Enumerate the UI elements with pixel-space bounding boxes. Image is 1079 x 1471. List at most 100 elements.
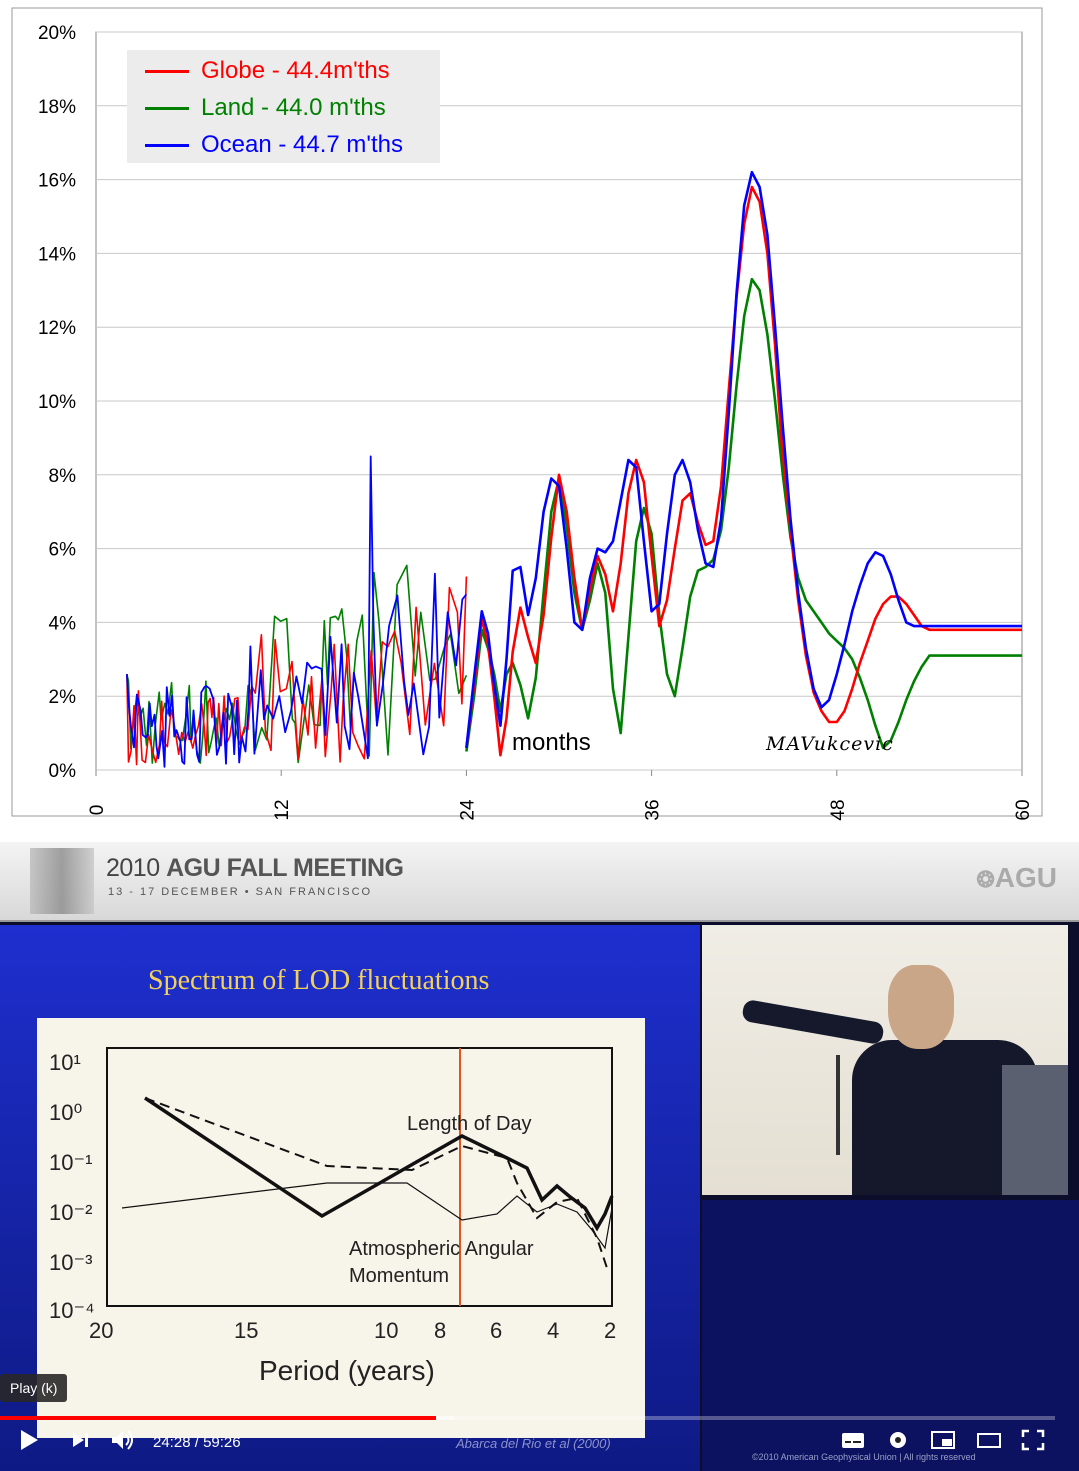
lod-annotation: Length of Day [407,1113,532,1135]
y-tick-label: 6% [49,540,77,561]
divider [0,826,1079,842]
settings-icon [890,1432,906,1448]
lod-ytick-label: 10¹ [49,1050,81,1075]
y-tick-label: 20% [38,23,76,44]
video-player[interactable]: 2010 AGU FALL MEETING 13 - 17 DECEMBER •… [0,842,1079,1471]
legend-swatch-ocean [145,143,189,147]
settings-button[interactable] [886,1428,910,1460]
y-tick-label: 2% [49,687,77,708]
legend-swatch-land [145,106,189,110]
legend-item-ocean: Ocean - 44.7 m'ths [145,130,403,160]
x-tick-label: 0 [87,805,108,816]
fullscreen-icon [1021,1429,1045,1451]
play-button[interactable] [18,1428,40,1460]
lod-xtick-label: 2 [604,1318,616,1343]
banner-subtitle: 13 - 17 DECEMBER • SAN FRANCISCO [108,886,373,898]
series-line [465,277,1022,752]
series-lines [465,170,1022,757]
next-icon [73,1433,88,1447]
volume-icon [112,1430,133,1450]
lod-xtick-label: 20 [89,1318,113,1343]
x-tick-label: 12 [272,799,293,820]
y-tick-label: 18% [38,97,76,118]
speaker-head [888,965,954,1049]
x-tick-label: 36 [643,799,664,820]
y-tick-label: 10% [38,392,76,413]
banner-year: 2010 [106,854,160,882]
y-tick-label: 8% [49,466,77,487]
legend-label-land: Land - 44.0 m'ths [201,94,386,121]
grid-lines [96,31,1022,771]
slide-figure: 10¹ 10⁰ 10⁻¹ 10⁻² 10⁻³ 10⁻⁴ 20 15 10 8 6… [37,1018,645,1438]
lod-xtick-label: 6 [490,1318,502,1343]
copyright-text: ©2010 American Geophysical Union | All r… [752,1452,976,1462]
lod-ytick-label: 10⁻² [49,1200,92,1225]
lod-series-line [144,1096,614,1232]
slide-credit: Abarca del Rio et al (2000) [456,1436,611,1451]
banner-meeting-name: AGU FALL MEETING [166,854,404,882]
lod-xtick-label: 15 [234,1318,258,1343]
x-tick-label: 60 [1013,799,1034,820]
x-axis-label: months [512,729,591,756]
theater-icon [977,1433,1001,1448]
lod-xaxis-label: Period (years) [259,1355,435,1386]
x-tick-label: 48 [828,799,849,820]
x-tick-label: 24 [457,799,478,821]
noise-series-line [126,576,468,766]
x-tick-labels: 0 12 24 36 48 60 [87,770,1034,821]
podium [1002,1065,1068,1195]
y-tick-label: 14% [38,244,76,265]
legend-item-globe: Globe - 44.4m'ths [145,56,390,86]
lod-ytick-label: 10⁻⁴ [49,1298,95,1323]
agu-logo: ❂AGU [976,862,1057,894]
progress-played [0,1416,436,1420]
high-frequency-lines [126,455,468,768]
conference-logo-icon [30,848,94,914]
theater-button[interactable] [976,1428,1002,1460]
y-tick-label: 4% [49,613,77,634]
time-current: 24:28 [153,1434,191,1451]
y-tick-labels: 0% 2% 4% 6% 8% 10% 12% 14% 16% 18% 20% [38,23,76,782]
legend-swatch-globe [145,69,189,73]
author-signature: MAVukcevic [766,733,894,755]
miniplayer-icon [931,1431,955,1449]
slide-title: Spectrum of LOD fluctuations [148,965,490,996]
lod-xtick-label: 4 [547,1318,559,1343]
y-tick-label: 16% [38,171,76,192]
lod-dashed-line [144,1097,608,1269]
fullscreen-button[interactable] [1020,1428,1046,1460]
agu-logo-text: AGU [994,862,1057,893]
legend-item-land: Land - 44.0 m'ths [145,93,386,123]
microphone [836,1055,840,1155]
speaker-lower-pane: ©2010 American Geophysical Union | All r… [702,1200,1079,1471]
play-tooltip: Play (k) [0,1374,68,1402]
speaker-video [702,925,1068,1195]
lod-xtick-label: 10 [374,1318,398,1343]
time-display: 24:28 / 59:26 [153,1434,241,1451]
noise-series-line [126,455,468,768]
miniplayer-button[interactable] [930,1428,956,1460]
legend-label-globe: Globe - 44.4m'ths [201,57,390,84]
legend-label-ocean: Ocean - 44.7 m'ths [201,131,404,158]
banner-title: 2010 AGU FALL MEETING [106,854,404,883]
volume-button[interactable] [110,1428,138,1460]
aam-series-line [121,1182,613,1250]
play-icon [21,1430,38,1450]
lod-ytick-label: 10⁻³ [49,1250,92,1275]
progress-bar[interactable] [0,1416,1055,1420]
agu-swirl-icon: ❂ [976,867,995,892]
aam-annotation: Momentum [349,1265,449,1287]
aam-annotation: Atmospheric Angular [349,1238,534,1260]
lod-spectrum-svg: 10¹ 10⁰ 10⁻¹ 10⁻² 10⁻³ 10⁻⁴ 20 15 10 8 6… [49,1047,616,1386]
lod-xtick-label: 8 [434,1318,446,1343]
lod-ytick-label: 10⁻¹ [49,1150,92,1175]
time-total: 59:26 [203,1434,241,1451]
subtitles-button[interactable] [840,1428,866,1460]
lod-plot-frame [106,1047,613,1307]
next-button[interactable] [70,1428,92,1460]
y-tick-label: 12% [38,318,76,339]
spectrum-chart: 0% 2% 4% 6% 8% 10% 12% 14% 16% 18% 20% 0 12 24 36 48 60… [11,7,1043,821]
y-tick-label: 0% [49,761,77,782]
conference-banner: 2010 AGU FALL MEETING 13 - 17 DECEMBER •… [0,842,1079,922]
subtitles-icon [842,1433,864,1448]
